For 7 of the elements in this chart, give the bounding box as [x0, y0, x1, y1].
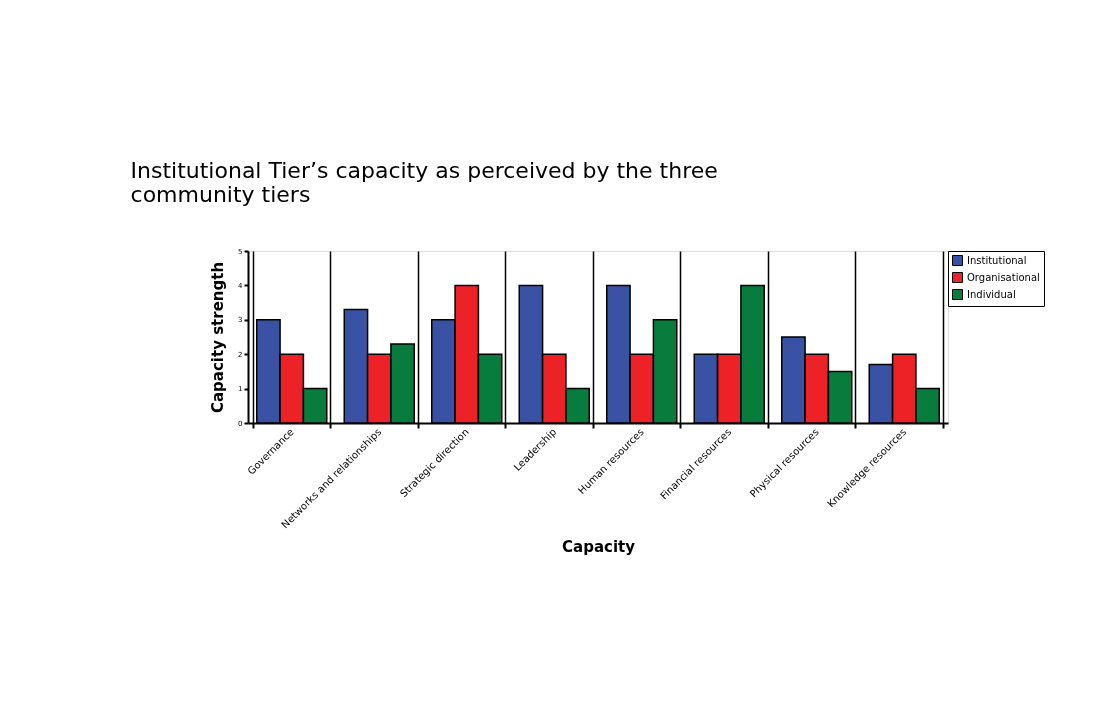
y-axis-title: Capacity strength	[209, 261, 228, 414]
legend-label: Institutional	[967, 254, 1027, 266]
text: Institutional Tier’s capacity as perceived by the three	[130, 158, 718, 183]
x-axis-title: Capacity	[562, 538, 636, 557]
legend-label: Organisational	[967, 271, 1040, 283]
text: community tiers	[130, 182, 311, 207]
legend-label: Individual	[967, 288, 1016, 300]
